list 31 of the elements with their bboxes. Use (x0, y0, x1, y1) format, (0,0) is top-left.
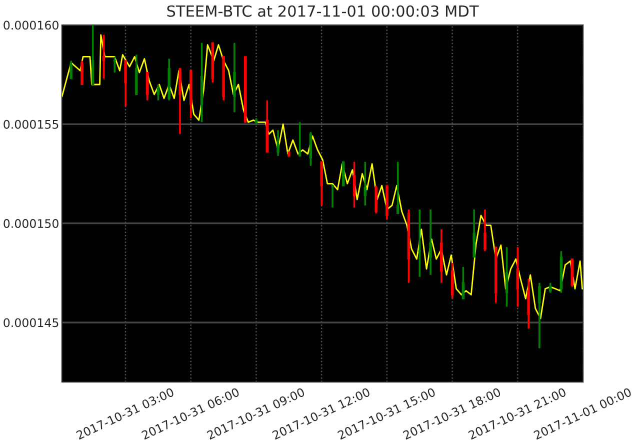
candlestick (462, 266, 465, 300)
candlestick (70, 60, 72, 80)
candlestick (309, 131, 312, 167)
candlestick (527, 278, 530, 330)
y-tick-label: 0.000145 (4, 318, 58, 328)
line-series (62, 34, 583, 320)
candlestick (538, 282, 541, 350)
candlestick (396, 160, 400, 214)
candlestick (156, 84, 160, 102)
candlestick (276, 129, 280, 157)
candlestick (429, 208, 432, 276)
candlestick (233, 42, 236, 114)
candlestick (80, 60, 84, 86)
candlestick (505, 246, 508, 308)
candlestick (146, 72, 149, 102)
y-tick-label: 0.000150 (4, 219, 58, 228)
candlestick (298, 121, 302, 157)
candlestick (418, 208, 421, 278)
candlestick (364, 160, 367, 206)
candlestick (331, 184, 334, 208)
candlestick (548, 282, 552, 294)
candlestick (484, 208, 486, 252)
candlestick (91, 25, 94, 86)
candlestick (102, 34, 106, 80)
candlestick (472, 208, 476, 258)
chart-title: STEEM-BTC at 2017-11-01 00:00:03 MDT (167, 5, 479, 17)
y-tick-label: 0.000160 (4, 20, 58, 30)
y-tick-label: 0.000155 (4, 120, 58, 129)
candlestick (352, 160, 356, 208)
candlestick (113, 56, 116, 74)
candlestick (374, 184, 378, 214)
